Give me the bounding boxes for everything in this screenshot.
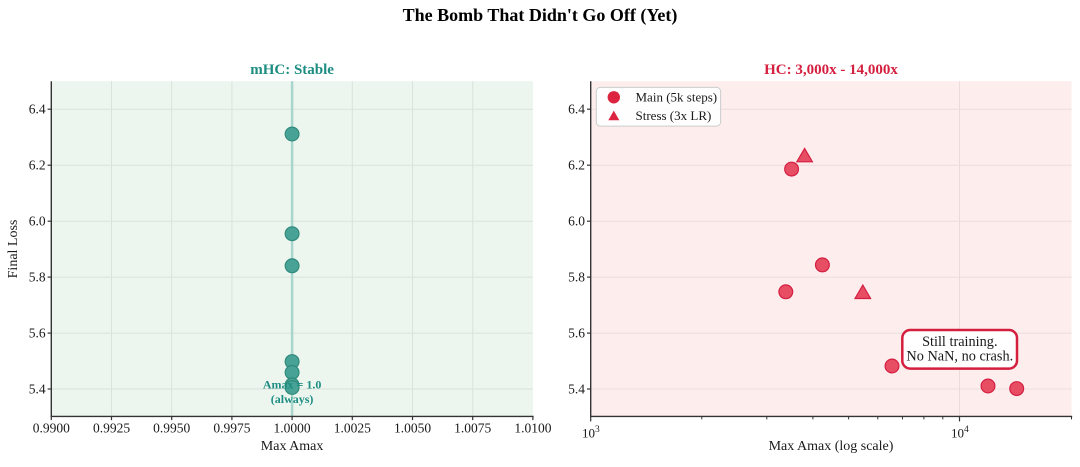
- svg-text:1.0075: 1.0075: [454, 421, 491, 436]
- svg-text:6.2: 6.2: [29, 158, 46, 173]
- svg-text:6.4: 6.4: [29, 102, 46, 117]
- svg-text:0.9975: 0.9975: [213, 421, 250, 436]
- svg-text:5.4: 5.4: [568, 382, 585, 397]
- svg-text:mHC: Stable: mHC: Stable: [250, 62, 334, 78]
- svg-text:HC: 3,000x - 14,000x: HC: 3,000x - 14,000x: [764, 62, 898, 78]
- svg-text:6.2: 6.2: [568, 158, 585, 173]
- svg-text:5.8: 5.8: [29, 270, 46, 285]
- svg-text:5.8: 5.8: [568, 270, 585, 285]
- svg-text:Still training.: Still training.: [922, 334, 997, 350]
- svg-text:1.0100: 1.0100: [514, 421, 551, 436]
- svg-text:Max Amax (log scale): Max Amax (log scale): [769, 439, 894, 454]
- svg-text:Main (5k steps): Main (5k steps): [636, 89, 718, 104]
- svg-text:5.4: 5.4: [29, 382, 46, 397]
- svg-text:0.9900: 0.9900: [33, 421, 70, 436]
- svg-text:(always): (always): [271, 392, 314, 406]
- svg-text:Final Loss: Final Loss: [6, 220, 21, 279]
- svg-text:1.0025: 1.0025: [334, 421, 371, 436]
- svg-text:1.0000: 1.0000: [274, 421, 311, 436]
- svg-text:6.0: 6.0: [568, 214, 585, 229]
- svg-text:5.6: 5.6: [568, 326, 585, 341]
- svg-text:Max Amax: Max Amax: [261, 439, 324, 454]
- svg-text:1.0050: 1.0050: [394, 421, 431, 436]
- svg-text:0.9925: 0.9925: [93, 421, 130, 436]
- svg-text:6.4: 6.4: [568, 102, 585, 117]
- svg-text:6.0: 6.0: [29, 214, 46, 229]
- svg-text:Stress (3x LR): Stress (3x LR): [636, 108, 712, 123]
- svg-text:5.6: 5.6: [29, 326, 46, 341]
- svg-text:Amax = 1.0: Amax = 1.0: [263, 378, 322, 392]
- svg-text:The Bomb That Didn't Go Off (Y: The Bomb That Didn't Go Off (Yet): [403, 5, 678, 26]
- svg-text:0.9950: 0.9950: [153, 421, 190, 436]
- svg-text:No NaN, no crash.: No NaN, no crash.: [906, 349, 1013, 365]
